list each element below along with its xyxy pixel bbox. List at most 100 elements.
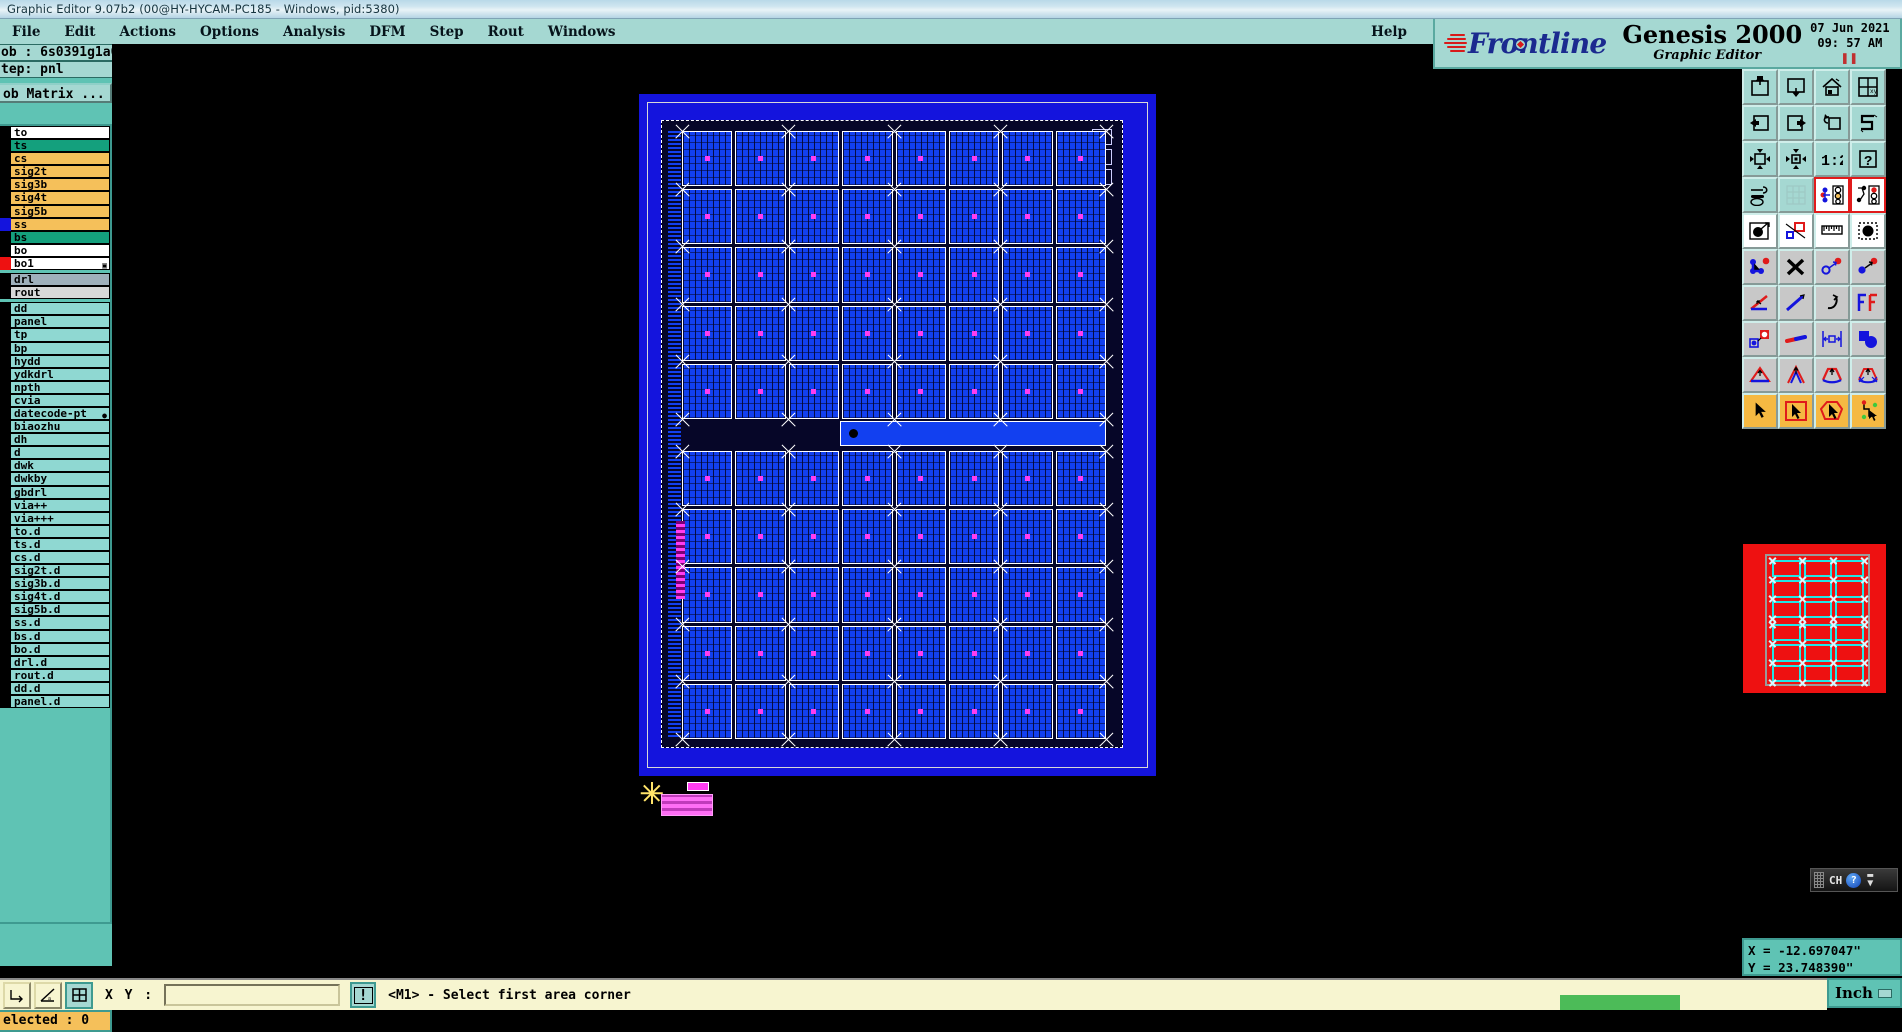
layer-color-swatch[interactable] — [0, 328, 11, 342]
layer-name[interactable]: bo1 ▣ — [11, 256, 110, 271]
pcb-board-unit[interactable] — [788, 567, 840, 623]
layer-row[interactable]: bo.d — [0, 642, 110, 656]
layer-name[interactable]: biaozhu — [11, 420, 110, 434]
layer-color-swatch[interactable] — [0, 537, 11, 551]
layer-row[interactable]: ss.d — [0, 616, 110, 630]
layer-color-swatch[interactable] — [0, 354, 11, 368]
rotate-arc-icon[interactable] — [1814, 285, 1850, 321]
layer-name[interactable]: bs — [11, 230, 110, 244]
pcb-board-unit[interactable] — [735, 567, 786, 623]
layer-color-swatch[interactable] — [0, 459, 11, 473]
pcb-board-unit[interactable] — [735, 189, 786, 245]
layer-color-swatch[interactable] — [0, 629, 11, 643]
layer-name[interactable]: bo.d — [11, 642, 110, 656]
layer-name[interactable]: dh — [11, 433, 110, 447]
layer-row[interactable]: cvia — [0, 393, 110, 407]
quadrant-xy-icon[interactable]: xy — [1850, 69, 1886, 105]
net-select-icon[interactable] — [1742, 249, 1778, 285]
angle-measure-icon[interactable] — [1742, 285, 1778, 321]
pcb-board-unit[interactable] — [948, 625, 1000, 681]
layer-color-swatch[interactable] — [0, 564, 11, 578]
contour-outline-icon[interactable] — [1778, 357, 1814, 393]
pcb-board-unit[interactable] — [895, 451, 946, 507]
pcb-board-unit[interactable] — [842, 305, 893, 361]
menu-item-dfm[interactable]: DFM — [369, 23, 406, 40]
pcb-board-unit[interactable] — [895, 567, 946, 623]
layer-color-swatch[interactable] — [0, 668, 11, 682]
layer-name[interactable]: sig5b.d — [11, 603, 110, 617]
pcb-board-unit[interactable] — [1055, 451, 1106, 507]
pcb-board-unit[interactable] — [1055, 189, 1106, 245]
pcb-board-unit[interactable] — [842, 363, 893, 419]
pcb-board-unit[interactable] — [788, 131, 840, 187]
minimize-icon[interactable]: ▬ ▼ — [1867, 870, 1874, 889]
pointer-box-select-icon[interactable] — [1778, 393, 1814, 429]
layer-row[interactable]: sig4t.d — [0, 590, 110, 604]
pcb-board-unit[interactable] — [948, 305, 1000, 361]
pcb-board-unit[interactable] — [682, 625, 733, 681]
layer-name[interactable]: sig4t — [11, 191, 110, 205]
mirror-flip-icon[interactable] — [1850, 285, 1886, 321]
menu-item-analysis[interactable]: Analysis — [283, 23, 346, 40]
layer-name[interactable]: cs.d — [11, 551, 110, 565]
pcb-board-unit[interactable] — [1055, 363, 1106, 419]
pcb-board-unit[interactable] — [1055, 509, 1106, 565]
pcb-board-unit[interactable] — [735, 683, 786, 739]
layer-row[interactable]: to.d — [0, 524, 110, 538]
menu-item-file[interactable]: File — [12, 23, 41, 40]
menu-item-help[interactable]: Help — [1371, 23, 1407, 40]
layer-name[interactable]: ts.d — [11, 537, 110, 551]
pcb-board-unit[interactable] — [735, 305, 786, 361]
pcb-board-unit[interactable] — [682, 567, 733, 623]
layer-row[interactable]: sig5b — [0, 204, 110, 218]
layer-color-swatch[interactable] — [0, 498, 11, 512]
select-area-icon[interactable] — [1850, 213, 1886, 249]
layer-name[interactable]: d — [11, 446, 110, 460]
move-feature-icon[interactable] — [1850, 249, 1886, 285]
zoom-center-icon[interactable] — [1778, 141, 1814, 177]
graphic-canvas[interactable] — [112, 44, 1433, 988]
pcb-board-unit[interactable] — [1055, 567, 1106, 623]
pcb-board-unit[interactable] — [842, 131, 893, 187]
xy-input[interactable] — [164, 984, 341, 1006]
layer-name[interactable]: sig3b — [11, 178, 110, 192]
layer-row[interactable]: ts — [0, 139, 110, 153]
menu-item-windows[interactable]: Windows — [547, 23, 616, 40]
layer-color-swatch[interactable] — [0, 178, 11, 192]
layer-name[interactable]: panel.d — [11, 695, 110, 709]
layer-name[interactable]: drl.d — [11, 655, 110, 669]
pcb-board-unit[interactable] — [842, 509, 893, 565]
layer-name[interactable]: panel — [11, 315, 110, 329]
line-draw-icon[interactable] — [1778, 285, 1814, 321]
pcb-board-unit[interactable] — [895, 247, 946, 303]
layer-color-swatch[interactable] — [0, 603, 11, 617]
pcb-board-unit[interactable] — [735, 131, 786, 187]
layer-name[interactable]: dwkby — [11, 472, 110, 486]
layer-row[interactable]: dh — [0, 433, 110, 447]
layer-color-swatch[interactable] — [0, 126, 11, 140]
layer-name[interactable]: cvia — [11, 393, 110, 407]
pcb-board-unit[interactable] — [1002, 683, 1053, 739]
pcb-board-unit[interactable] — [1002, 509, 1053, 565]
layer-color-swatch[interactable] — [0, 511, 11, 525]
rotate-back-icon[interactable] — [1814, 105, 1850, 141]
pcb-board-unit[interactable] — [1055, 625, 1106, 681]
measure-ruler-icon[interactable] — [1814, 213, 1850, 249]
pcb-board-unit[interactable] — [735, 509, 786, 565]
layer-row[interactable]: bs — [0, 230, 110, 244]
pan-left-icon[interactable] — [1742, 105, 1778, 141]
contour-fill-icon[interactable] — [1742, 357, 1778, 393]
pcb-board-unit[interactable] — [948, 451, 1000, 507]
pcb-board-unit[interactable] — [1002, 247, 1053, 303]
pcb-board-unit[interactable] — [788, 451, 840, 507]
layer-name[interactable]: sig4t.d — [11, 590, 110, 604]
layer-row[interactable]: biaozhu — [0, 420, 110, 434]
layer-name[interactable]: ss — [11, 217, 110, 231]
layer-color-swatch[interactable] — [0, 695, 11, 709]
layer-row[interactable]: d — [0, 446, 110, 460]
resize-pad-icon[interactable] — [1742, 321, 1778, 357]
layer-color-swatch[interactable] — [0, 590, 11, 604]
pan-right-icon[interactable] — [1778, 105, 1814, 141]
pcb-board-unit[interactable] — [735, 247, 786, 303]
layer-name[interactable]: bs.d — [11, 629, 110, 643]
